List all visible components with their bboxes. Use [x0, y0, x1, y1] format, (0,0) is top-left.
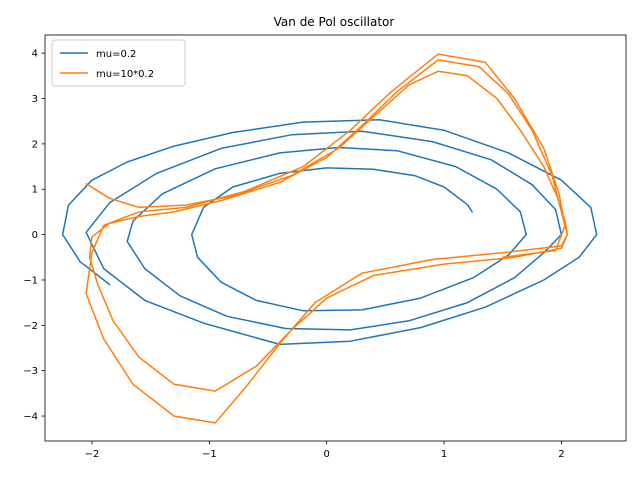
- x-tick-label: 1: [441, 449, 447, 460]
- y-tick-label: 2: [32, 139, 38, 150]
- chart-title: Van de Pol oscillator: [274, 15, 395, 29]
- y-tick-label: 0: [32, 230, 38, 241]
- x-tick-label: 0: [324, 449, 330, 460]
- y-tick-label: 4: [32, 49, 38, 60]
- y-tick-label: 1: [32, 185, 38, 196]
- y-tick-label: −1: [23, 275, 38, 286]
- x-tick-label: 2: [558, 449, 564, 460]
- x-tick-label: −2: [85, 449, 100, 460]
- series-line-1: [61, 119, 598, 346]
- y-axis-ticks: −4 −3 −2 −1 0 1 2 3 4: [23, 49, 45, 423]
- x-axis-ticks: −2 −1 0 1 2: [85, 441, 565, 460]
- y-tick-label: 3: [32, 94, 38, 105]
- plot-lines: [61, 53, 598, 424]
- x-tick-label: −1: [202, 449, 217, 460]
- axes-frame: [44, 34, 627, 442]
- legend-box: [51, 39, 186, 87]
- series-line-2: [85, 53, 569, 424]
- y-tick-label: −4: [23, 412, 38, 423]
- y-tick-label: −2: [23, 321, 38, 332]
- legend-label-1: mu=0.2: [96, 49, 136, 60]
- legend: mu=0.2 mu=10*0.2: [51, 39, 186, 87]
- y-tick-label: −3: [23, 366, 38, 377]
- legend-label-2: mu=10*0.2: [96, 69, 154, 80]
